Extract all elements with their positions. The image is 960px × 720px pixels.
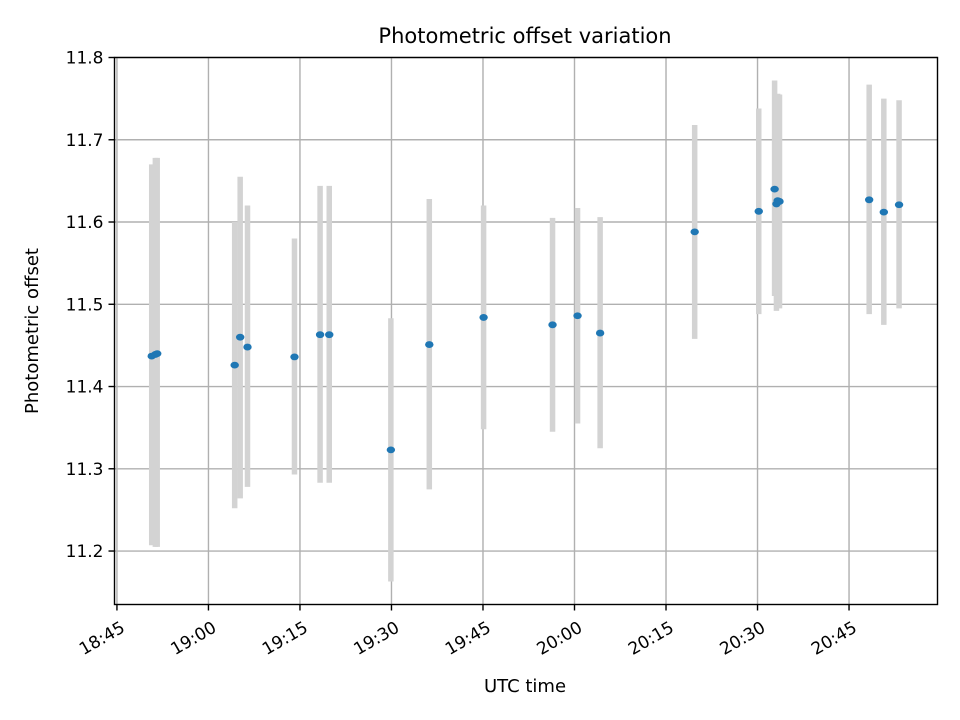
data-point xyxy=(879,208,889,216)
y-tick-label: 11.4 xyxy=(66,378,104,398)
data-point xyxy=(479,314,488,321)
data-point xyxy=(573,312,582,320)
data-points xyxy=(147,185,904,454)
data-point xyxy=(595,329,605,337)
data-point xyxy=(690,228,699,236)
data-point xyxy=(894,201,904,209)
data-point xyxy=(386,446,396,454)
data-point xyxy=(315,331,325,339)
y-axis-label: Photometric offset xyxy=(22,248,43,414)
x-axis-label: UTC time xyxy=(484,676,566,697)
data-point xyxy=(243,343,252,351)
y-tick-label: 11.2 xyxy=(66,542,104,562)
data-point xyxy=(864,196,874,204)
data-point xyxy=(754,207,763,215)
data-point xyxy=(230,361,239,369)
data-point xyxy=(325,331,334,339)
chart-title: Photometric offset variation xyxy=(378,24,671,48)
y-tick-label: 11.7 xyxy=(66,131,104,151)
data-point xyxy=(290,353,299,361)
plot-frame xyxy=(113,56,939,606)
y-tick-label: 11.6 xyxy=(66,213,104,233)
y-tick-label: 11.3 xyxy=(66,460,104,480)
data-point xyxy=(548,321,557,329)
y-tick-label: 11.8 xyxy=(66,49,104,69)
data-point xyxy=(235,333,245,341)
data-point xyxy=(770,185,779,193)
data-point xyxy=(153,350,162,358)
y-tick-label: 11.5 xyxy=(66,295,104,315)
data-point xyxy=(775,198,784,205)
data-point xyxy=(425,341,434,348)
